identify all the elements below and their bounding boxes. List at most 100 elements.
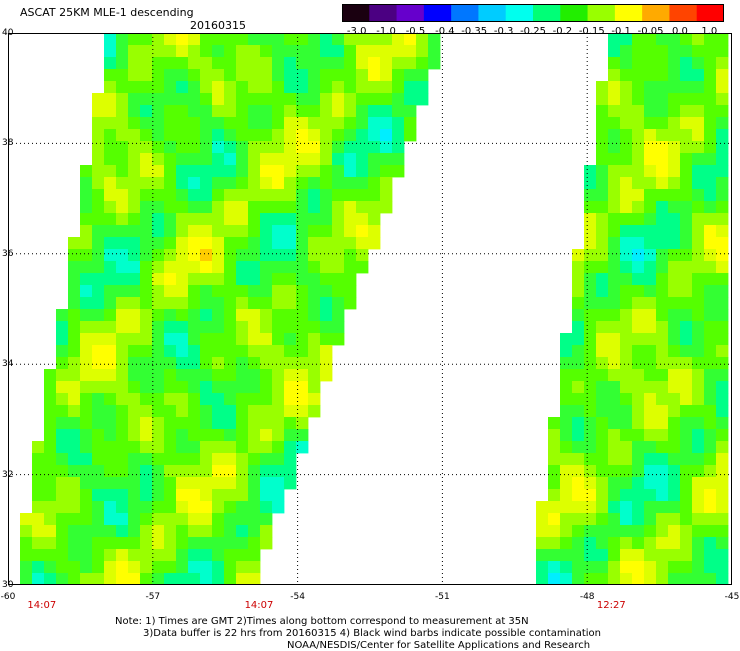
swath-cell [248,309,261,322]
swath-cell [128,381,141,394]
swath-cell [260,177,273,190]
swath-cell [704,309,717,322]
swath-cell [656,189,669,202]
swath-cell [272,477,285,490]
swath-cell [668,261,681,274]
swath-cell [140,273,153,286]
swath-cell [716,33,729,46]
swath-cell [572,369,585,382]
swath-cell [104,513,117,526]
swath-cell [584,177,597,190]
swath-cell [620,237,633,250]
swath-cell [104,561,117,574]
swath-cell [284,153,297,166]
swath-cell [212,141,225,154]
note-line-3: NOAA/NESDIS/Center for Satellite Applica… [287,640,591,651]
swath-cell [320,249,333,262]
swath-cell [164,45,177,58]
swath-cell [704,525,717,538]
swath-cell [716,561,729,574]
swath-cell [80,381,93,394]
swath-cell [80,165,93,178]
swath-cell [716,81,729,94]
swath-cell [188,513,201,526]
swath-cell [188,153,201,166]
swath-cell [200,93,213,106]
swath-cell [188,465,201,478]
swath-cell [692,153,705,166]
swath-cell [92,129,105,142]
swath-cell [152,45,165,58]
swath-cell [668,429,681,442]
swath-cell [176,177,189,190]
swath-cell [68,525,81,538]
swath-cell [260,345,273,358]
swath-cell [644,69,657,82]
swath-cell [188,309,201,322]
swath-cell [284,177,297,190]
swath-cell [716,477,729,490]
swath-cell [188,201,201,214]
swath-cell [620,45,633,58]
swath-cell [176,201,189,214]
swath-cell [92,429,105,442]
swath-cell [200,57,213,70]
swath-cell [596,81,609,94]
colorbar-swatch [642,4,671,22]
swath-cell [128,393,141,406]
swath-cell [356,141,369,154]
swath-cell [152,225,165,238]
swath-cell [632,441,645,454]
swath-cell [632,549,645,562]
swath-cell [224,189,237,202]
swath-cell [608,93,621,106]
swath-cell [620,201,633,214]
swath-cell [368,201,381,214]
swath-cell [56,525,69,538]
swath-cell [236,489,249,502]
swath-cell [212,213,225,226]
swath-cell [260,477,273,490]
swath-cell [704,441,717,454]
swath-cell [56,369,69,382]
swath-cell [332,213,345,226]
swath-cell [188,213,201,226]
swath-cell [584,381,597,394]
swath-cell [704,129,717,142]
swath-cell [188,405,201,418]
swath-cell [200,225,213,238]
swath-cell [584,393,597,406]
swath-cell [332,273,345,286]
swath-cell [116,417,129,430]
swath-cell [392,117,405,130]
swath-cell [644,309,657,322]
swath-cell [332,261,345,274]
swath-cell [656,345,669,358]
colorbar-swatch [533,4,561,22]
swath-cell [716,321,729,334]
swath-cell [248,489,261,502]
swath-cell [692,441,705,454]
swath-cell [44,489,57,502]
note-line-2: 3)Data buffer is 22 hrs from 20160315 4)… [143,628,601,639]
swath-cell [224,561,237,574]
swath-cell [140,405,153,418]
swath-cell [572,513,585,526]
swath-cell [80,309,93,322]
swath-cell [716,261,729,274]
swath-cell [608,153,621,166]
swath-cell [704,465,717,478]
swath-cell [152,537,165,550]
swath-cell [656,165,669,178]
swath-cell [128,561,141,574]
swath-cell [368,177,381,190]
swath-cell [128,69,141,82]
swath-cell [188,261,201,274]
swath-cell [236,213,249,226]
swath-cell [140,549,153,562]
swath-cell [620,381,633,394]
swath-cell [668,237,681,250]
swath-cell [560,573,573,585]
swath-cell [644,165,657,178]
swath-cell [140,57,153,70]
